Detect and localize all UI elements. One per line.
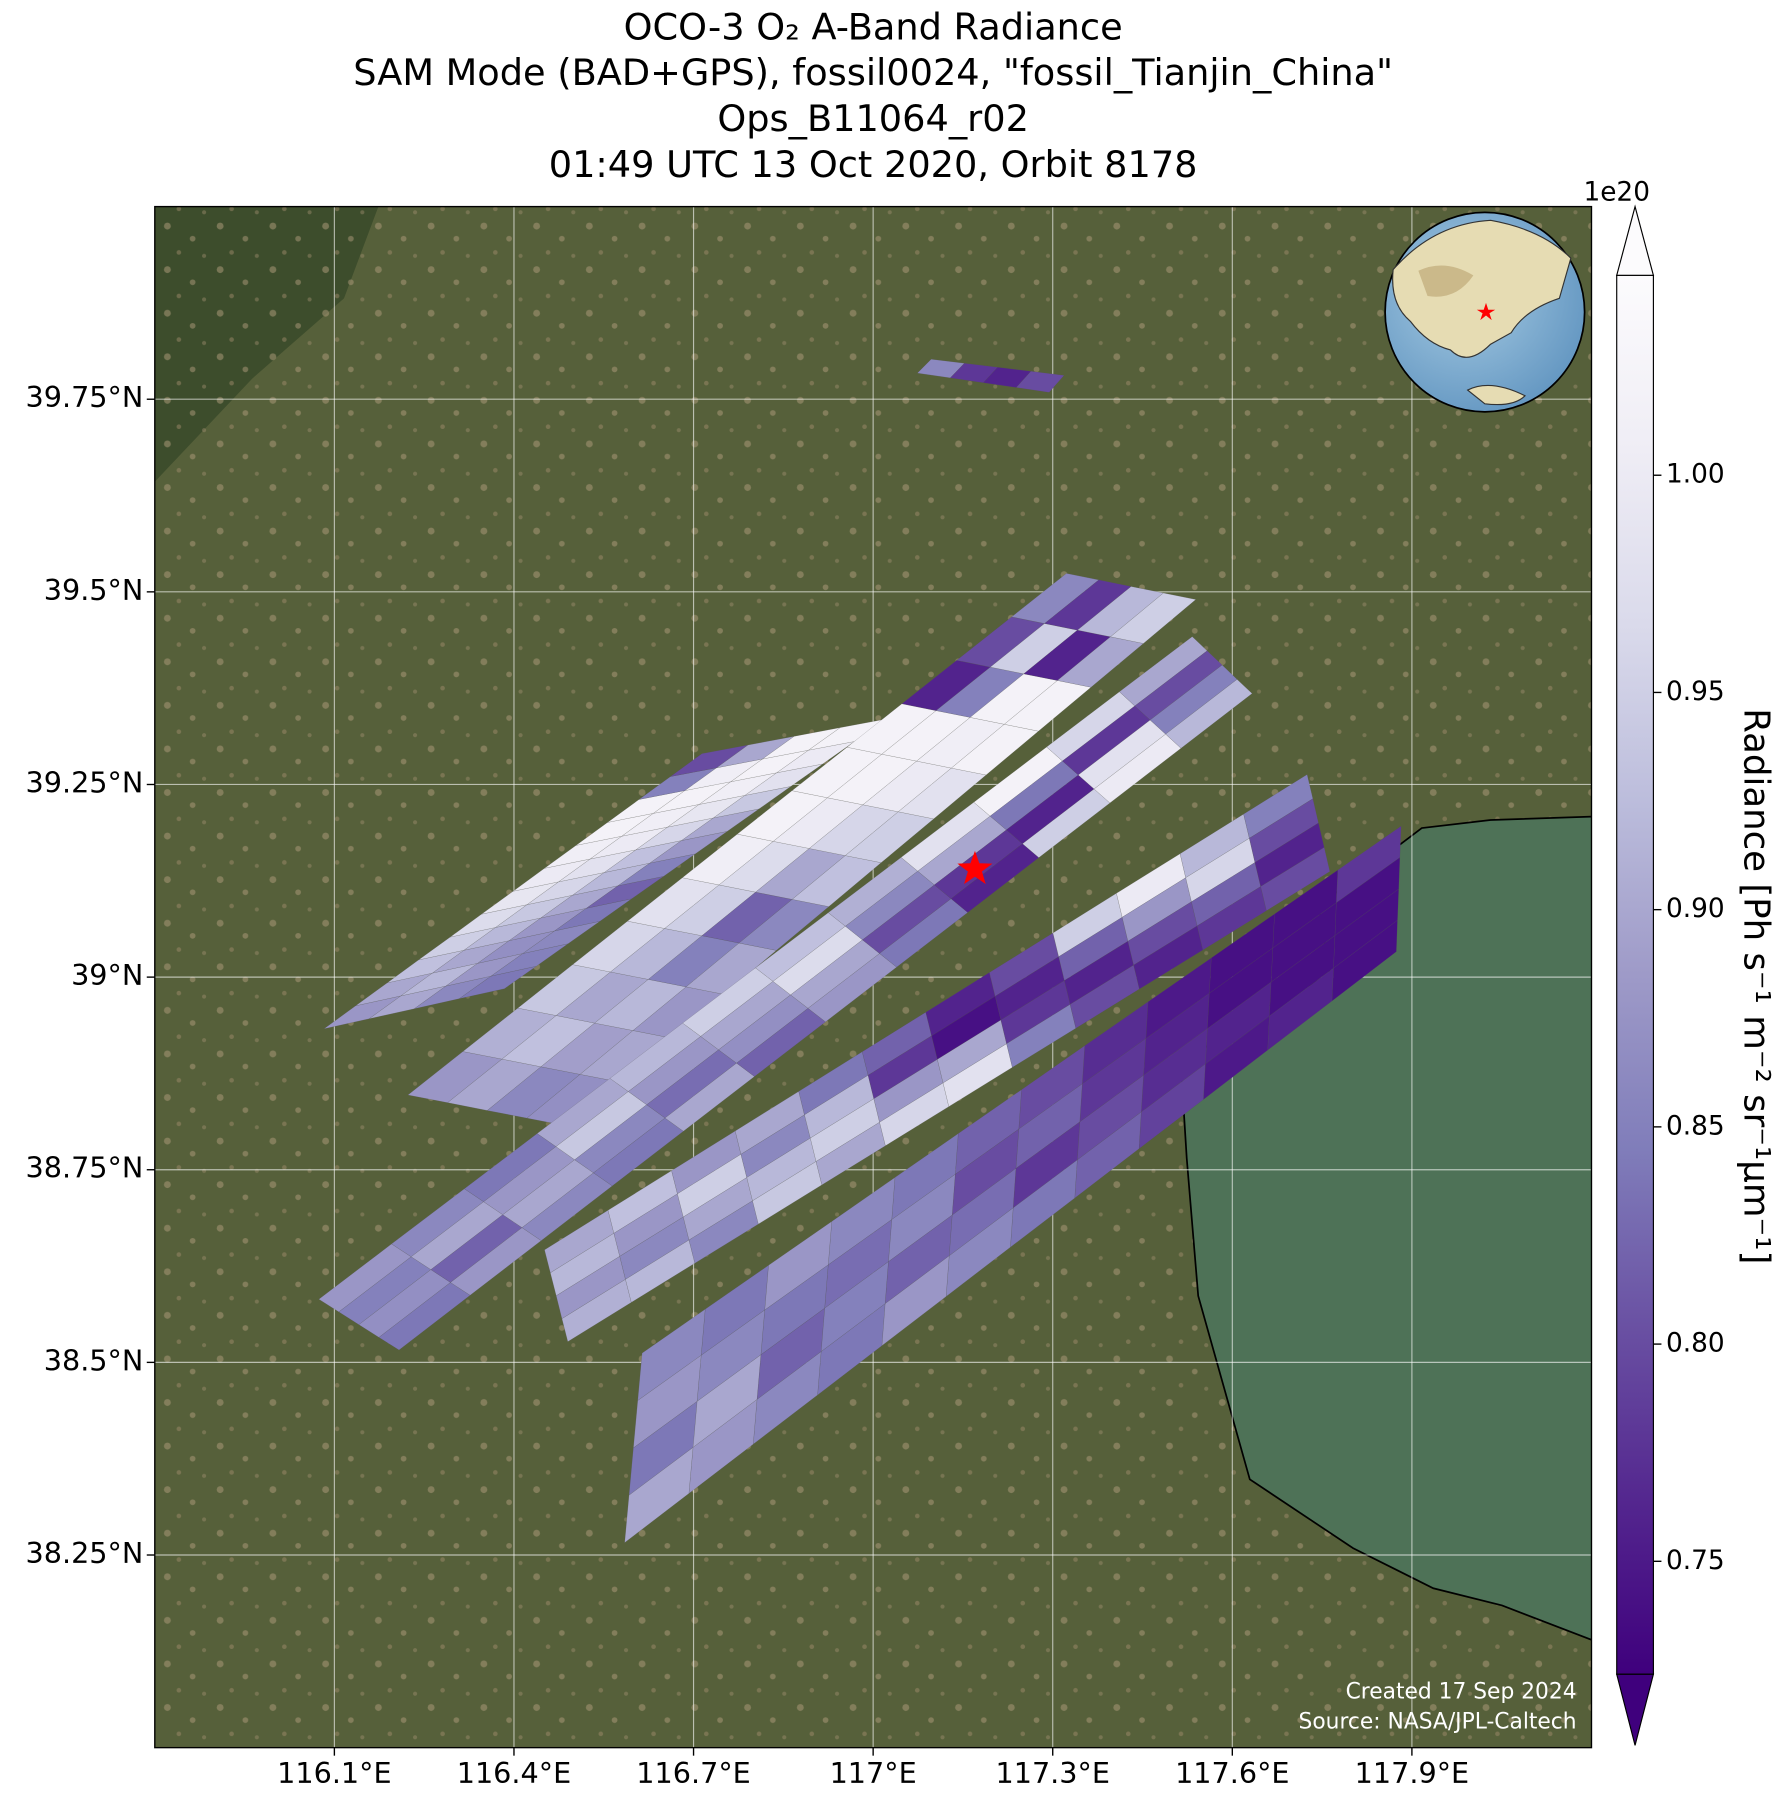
inset-globe [1384,211,1586,413]
footprint [1015,371,1065,393]
colorbar: 0.75 0.80 0.85 0.90 0.95 1.00 1e20 Radiance [Ph… [1583,177,1776,1746]
y-tick-label: 38.25°N [26,1536,144,1570]
x-tick-label: 116.1°E [277,1756,391,1790]
x-tick-label: 117.6°E [1175,1756,1289,1790]
colorbar-tick-label: 0.80 [1666,1329,1725,1359]
x-tick-label: 116.7°E [636,1756,750,1790]
chart-title: SAM Mode (BAD+GPS), fossil0024, "fossil_… [353,51,1393,94]
credit-note: Created 17 Sep 2024 [1346,1680,1577,1705]
y-tick-label: 39.5°N [44,573,144,607]
swaths [318,359,1402,1543]
y-tick-label: 39.25°N [26,765,144,799]
chart-title: Ops_B11064_r02 [717,97,1029,140]
colorbar-label: Radiance [Ph s⁻¹ m⁻² sr⁻¹μm⁻¹] [1735,708,1776,1264]
globe-star [1476,302,1496,321]
footprint [1165,679,1253,749]
globe-desert [1418,265,1474,297]
globe-land [1466,384,1526,406]
y-tick-label: 39.75°N [26,380,144,414]
footprint [1331,919,1398,1002]
chart-title: OCO-3 O₂ A-Band Radiance [624,5,1123,48]
footprint [1260,847,1331,911]
x-tick-label: 117.9°E [1355,1756,1469,1790]
y-tick-label: 39°N [71,958,143,992]
colorbar-tick-label: 0.90 [1666,894,1725,924]
x-tick-label: 117.3°E [995,1756,1109,1790]
colorbar-tick-label: 0.95 [1666,677,1725,707]
colorbar-scale [1616,274,1654,1675]
colorbar-offset: 1e20 [1583,177,1650,207]
x-tick-label: 116.4°E [457,1756,571,1790]
colorbar-tick-label: 0.85 [1666,1111,1725,1141]
globe-land [1392,219,1572,358]
colorbar-extend-max [1615,204,1655,276]
y-tick-label: 38.75°N [26,1151,144,1185]
y-tick-label: 38.5°N [44,1343,144,1377]
chart-title: 01:49 UTC 13 Oct 2020, Orbit 8178 [549,143,1198,186]
credit-note: Source: NASA/JPL-Caltech [1299,1709,1577,1734]
colorbar-tick-label: 1.00 [1666,460,1725,490]
colorbar-extend-min [1615,1673,1655,1746]
footprint [1110,592,1197,644]
x-tick-label: 117°E [830,1756,917,1790]
colorbar-tick-label: 0.75 [1666,1546,1725,1576]
site-marker [957,850,993,885]
